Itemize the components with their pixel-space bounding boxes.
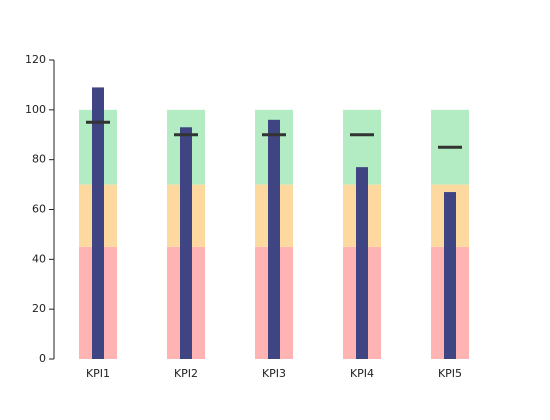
y-tick-label: 0: [39, 352, 46, 365]
x-tick-label: KPI2: [174, 367, 198, 380]
x-tick-label: KPI4: [350, 367, 374, 380]
bar: [92, 87, 104, 360]
x-tick-label: KPI1: [86, 367, 110, 380]
y-tick-label: 60: [32, 203, 46, 216]
bar: [268, 119, 280, 359]
y-tick-label: 120: [25, 53, 46, 66]
y-tick-label: 80: [32, 153, 46, 166]
y-tick-label: 40: [32, 252, 46, 265]
y-tick-label: 100: [25, 103, 46, 116]
x-tick-label: KPI3: [262, 367, 286, 380]
y-tick-label: 20: [32, 302, 46, 315]
bar: [356, 167, 368, 359]
bar: [180, 127, 192, 360]
x-tick-label: KPI5: [438, 367, 462, 380]
bar: [444, 192, 456, 359]
